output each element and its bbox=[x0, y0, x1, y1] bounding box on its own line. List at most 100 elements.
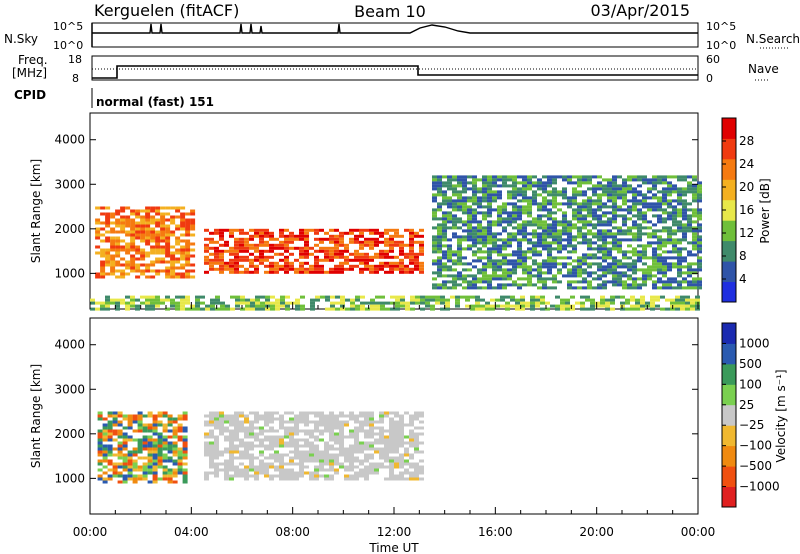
heatmap-cell bbox=[259, 465, 264, 469]
heatmap-cell bbox=[472, 259, 477, 263]
heatmap-cell bbox=[229, 228, 234, 232]
heatmap-cell bbox=[677, 283, 682, 287]
heatmap-cell bbox=[477, 271, 482, 275]
heatmap-cell bbox=[324, 231, 329, 235]
heatmap-cell bbox=[384, 429, 389, 433]
y-tick-label: 4000 bbox=[54, 133, 85, 147]
heatmap-cell bbox=[374, 471, 379, 475]
heatmap-cell bbox=[229, 417, 234, 421]
heatmap-cell bbox=[667, 226, 672, 230]
heatmap-cell bbox=[394, 267, 399, 271]
heatmap-cell bbox=[329, 270, 334, 274]
heatmap-cell bbox=[239, 264, 244, 268]
heatmap-cell bbox=[409, 477, 414, 481]
heatmap-cell bbox=[100, 227, 106, 231]
heatmap-cell bbox=[304, 228, 309, 232]
heatmap-cell bbox=[562, 178, 567, 182]
heatmap-cell bbox=[234, 267, 239, 271]
heatmap-cell bbox=[275, 301, 280, 305]
heatmap-cell bbox=[615, 295, 620, 299]
heatmap-cell bbox=[259, 252, 264, 256]
heatmap-cell bbox=[289, 234, 294, 238]
heatmap-cell bbox=[452, 178, 457, 182]
heatmap-cell bbox=[329, 249, 334, 253]
heatmap-cell bbox=[180, 224, 186, 228]
heatmap-cell bbox=[472, 274, 477, 278]
heatmap-cell bbox=[627, 217, 632, 221]
heatmap-cell bbox=[697, 208, 702, 212]
nsky-tick-bottom-right: 10^0 bbox=[706, 39, 736, 52]
heatmap-cell bbox=[214, 465, 219, 469]
heatmap-cell bbox=[150, 206, 156, 210]
heatmap-cell bbox=[182, 471, 188, 475]
heatmap-cell bbox=[239, 255, 244, 259]
heatmap-cell bbox=[100, 307, 105, 311]
heatmap-cell bbox=[130, 221, 136, 225]
heatmap-cell bbox=[622, 232, 627, 236]
heatmap-cell bbox=[697, 193, 702, 197]
heatmap-cell bbox=[125, 266, 131, 270]
heatmap-cell bbox=[465, 304, 470, 308]
heatmap-cell bbox=[389, 438, 394, 442]
heatmap-cell bbox=[182, 477, 188, 481]
heatmap-cell bbox=[394, 420, 399, 424]
heatmap-cell bbox=[140, 236, 146, 240]
heatmap-cell bbox=[370, 304, 375, 308]
heatmap-cell bbox=[632, 208, 637, 212]
heatmap-cell bbox=[399, 426, 404, 430]
heatmap-cell bbox=[182, 438, 188, 442]
heatmap-cell bbox=[602, 283, 607, 287]
heatmap-cell bbox=[472, 220, 477, 224]
heatmap-cell bbox=[132, 417, 138, 421]
heatmap-cell bbox=[157, 414, 163, 418]
heatmap-cell bbox=[662, 241, 667, 245]
heatmap-cell bbox=[419, 450, 424, 454]
heatmap-cell bbox=[264, 435, 269, 439]
heatmap-cell bbox=[502, 259, 507, 263]
heatmap-cell bbox=[142, 444, 148, 448]
heatmap-cell bbox=[419, 468, 424, 472]
heatmap-cell bbox=[140, 209, 146, 213]
heatmap-cell bbox=[587, 202, 592, 206]
heatmap-cell bbox=[545, 307, 550, 311]
heatmap-cell bbox=[339, 264, 344, 268]
heatmap-cell bbox=[457, 283, 462, 287]
heatmap-cell bbox=[150, 260, 156, 264]
heatmap-cell bbox=[145, 295, 150, 299]
heatmap-cell bbox=[135, 233, 141, 237]
heatmap-cell bbox=[662, 265, 667, 269]
heatmap-cell bbox=[249, 411, 254, 415]
heatmap-cell bbox=[389, 228, 394, 232]
heatmap-cell bbox=[627, 187, 632, 191]
heatmap-cell bbox=[135, 221, 141, 225]
heatmap-cell bbox=[532, 241, 537, 245]
heatmap-cell bbox=[587, 208, 592, 212]
heatmap-cell bbox=[180, 295, 185, 299]
heatmap-cell bbox=[527, 196, 532, 200]
heatmap-cell bbox=[110, 266, 116, 270]
heatmap-cell bbox=[652, 187, 657, 191]
heatmap-cell bbox=[537, 235, 542, 239]
heatmap-cell bbox=[447, 256, 452, 260]
heatmap-cell bbox=[254, 231, 259, 235]
heatmap-cell bbox=[324, 246, 329, 250]
heatmap-cell bbox=[662, 175, 667, 179]
heatmap-cell bbox=[264, 258, 269, 262]
heatmap-cell bbox=[667, 187, 672, 191]
heatmap-cell bbox=[195, 304, 200, 308]
heatmap-cell bbox=[182, 414, 188, 418]
heatmap-cell bbox=[132, 447, 138, 451]
heatmap-cell bbox=[452, 187, 457, 191]
heatmap-cell bbox=[239, 420, 244, 424]
heatmap-cell bbox=[642, 214, 647, 218]
heatmap-cell bbox=[289, 417, 294, 421]
heatmap-cell bbox=[597, 277, 602, 281]
heatmap-cell bbox=[369, 264, 374, 268]
heatmap-cell bbox=[409, 435, 414, 439]
heatmap-cell bbox=[260, 295, 265, 299]
heatmap-cell bbox=[209, 423, 214, 427]
heatmap-cell bbox=[527, 238, 532, 242]
heatmap-cell bbox=[557, 208, 562, 212]
heatmap-cell bbox=[309, 429, 314, 433]
